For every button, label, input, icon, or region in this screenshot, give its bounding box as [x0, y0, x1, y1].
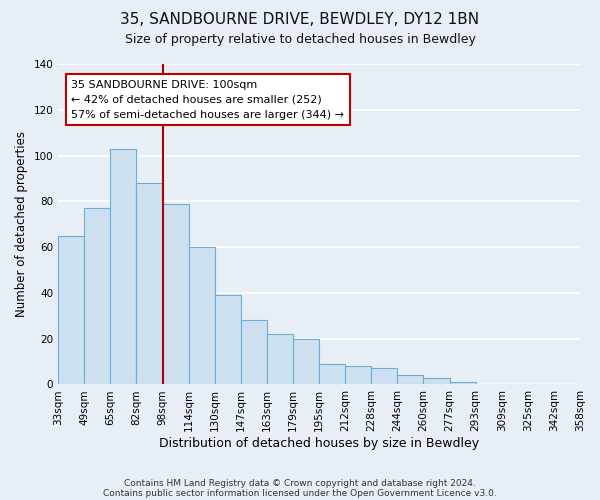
- Bar: [241, 320, 267, 384]
- Text: Size of property relative to detached houses in Bewdley: Size of property relative to detached ho…: [125, 32, 475, 46]
- Text: 35 SANDBOURNE DRIVE: 100sqm
← 42% of detached houses are smaller (252)
57% of se: 35 SANDBOURNE DRIVE: 100sqm ← 42% of det…: [71, 80, 344, 120]
- Bar: [267, 334, 293, 384]
- Text: Contains HM Land Registry data © Crown copyright and database right 2024.: Contains HM Land Registry data © Crown c…: [124, 478, 476, 488]
- Bar: [293, 338, 319, 384]
- Text: Contains public sector information licensed under the Open Government Licence v3: Contains public sector information licen…: [103, 488, 497, 498]
- Bar: [215, 295, 241, 384]
- Bar: [84, 208, 110, 384]
- Bar: [110, 148, 136, 384]
- Bar: [136, 183, 163, 384]
- X-axis label: Distribution of detached houses by size in Bewdley: Distribution of detached houses by size …: [159, 437, 479, 450]
- Bar: [58, 236, 84, 384]
- Bar: [397, 376, 424, 384]
- Y-axis label: Number of detached properties: Number of detached properties: [15, 131, 28, 317]
- Bar: [424, 378, 449, 384]
- Bar: [319, 364, 345, 384]
- Bar: [345, 366, 371, 384]
- Bar: [371, 368, 397, 384]
- Bar: [163, 204, 188, 384]
- Bar: [449, 382, 476, 384]
- Text: 35, SANDBOURNE DRIVE, BEWDLEY, DY12 1BN: 35, SANDBOURNE DRIVE, BEWDLEY, DY12 1BN: [121, 12, 479, 28]
- Bar: [188, 247, 215, 384]
